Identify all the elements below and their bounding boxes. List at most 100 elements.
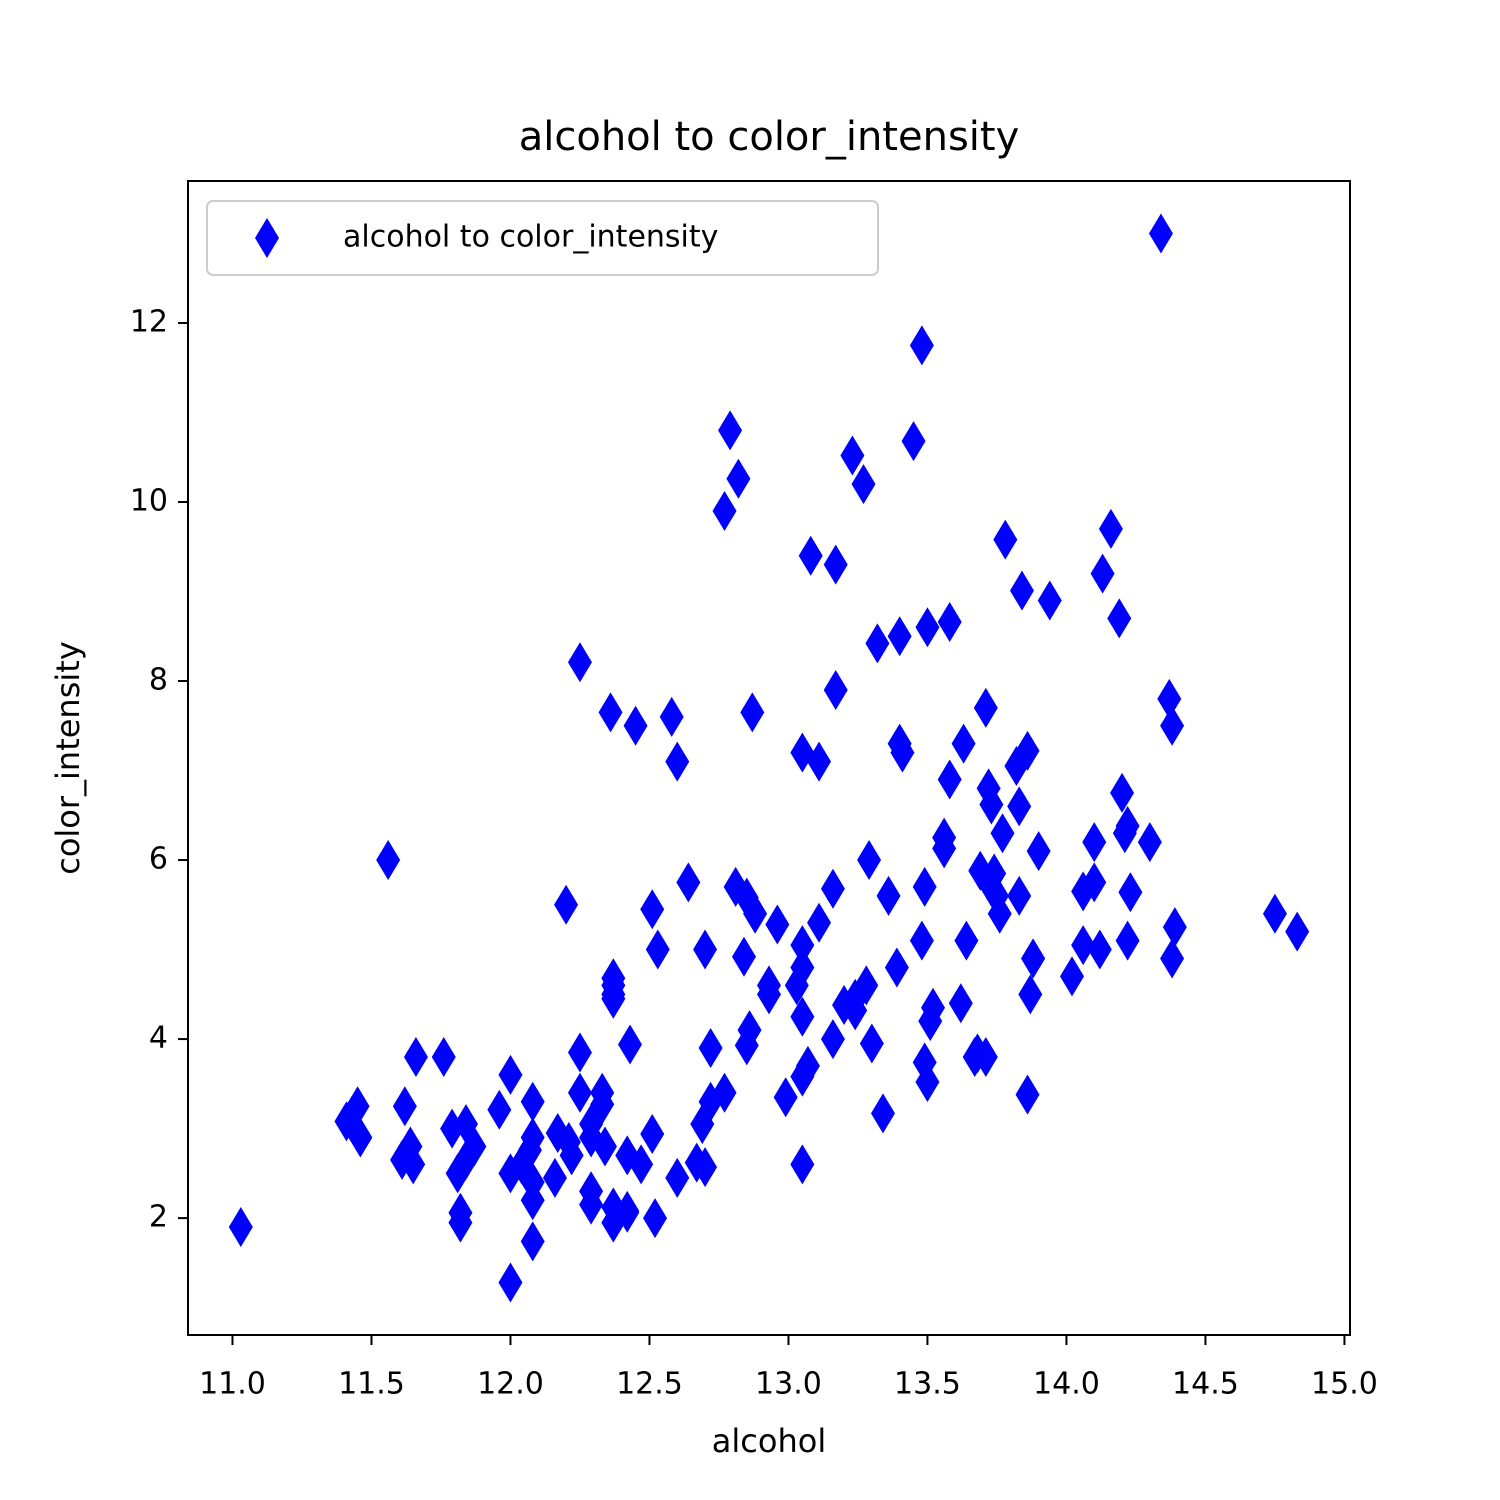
data-point [712,490,737,531]
data-point [1160,938,1185,979]
data-point [887,723,912,764]
data-point [403,1036,428,1077]
data-point [567,642,592,683]
data-point [440,1108,465,1149]
x-axis-label: alcohol [712,1422,826,1460]
data-point [598,692,623,733]
data-point [1037,580,1062,621]
y-tick-label: 12 [130,304,168,339]
data-point [665,1157,690,1198]
data-point [937,759,962,800]
data-point [1021,938,1046,979]
data-point [807,741,832,782]
data-point [1060,956,1085,997]
x-tick-label: 14.5 [1172,1367,1239,1402]
x-tick-label: 12.5 [616,1367,683,1402]
data-point [1110,772,1135,813]
data-point [1137,822,1162,863]
data-point [718,410,743,451]
data-point [1015,1074,1040,1115]
data-point [968,850,993,891]
data-point [1107,598,1132,639]
data-point [431,1036,456,1077]
data-point [1090,553,1115,594]
data-point [790,996,815,1037]
data-point [376,840,401,881]
data-point [790,947,815,988]
plot-frame [187,180,1351,1336]
data-point [843,978,868,1019]
data-point [509,1144,534,1185]
data-point [1285,911,1310,952]
data-point [948,983,973,1024]
data-point [962,1036,987,1077]
x-tick-label: 13.0 [755,1367,822,1402]
data-point [542,1157,567,1198]
x-tick-label: 13.5 [894,1367,961,1402]
data-point [567,1032,592,1073]
data-point [932,817,957,858]
data-point [623,705,648,746]
data-point [731,936,756,977]
data-point [1115,806,1140,847]
data-point [912,866,937,907]
data-point [909,920,934,961]
data-point [823,544,848,585]
data-point [1004,746,1029,787]
data-point [712,1072,737,1113]
data-point [615,1135,640,1176]
data-point [345,1086,370,1127]
data-point [1071,871,1096,912]
data-point [592,1126,617,1167]
data-point [973,687,998,728]
data-point [870,1093,895,1134]
data-point [765,904,790,945]
x-tick-label: 11.0 [199,1367,266,1402]
data-point [979,784,1004,825]
data-point [228,1207,253,1248]
data-point [859,1023,884,1064]
y-tick-label: 2 [149,1200,168,1235]
data-point [498,1054,523,1095]
y-axis-label: color_intensity [49,641,87,875]
data-point [1157,678,1182,719]
x-tick-label: 15.0 [1311,1367,1378,1402]
data-point [790,1144,815,1185]
data-point [487,1089,512,1130]
data-point [567,1072,592,1113]
data-point [676,862,701,903]
data-point [579,1171,604,1212]
data-point [1160,705,1185,746]
x-tick-label: 11.5 [338,1367,405,1402]
data-point [820,1019,845,1060]
data-point [1162,907,1187,948]
data-point [987,893,1012,934]
data-point [807,902,832,943]
data-point [448,1202,473,1243]
data-point [993,519,1018,560]
data-point [1087,929,1112,970]
data-point [645,929,670,970]
data-point [737,1010,762,1051]
data-point [909,325,934,366]
data-point [1115,920,1140,961]
data-point [887,616,912,657]
data-point [951,723,976,764]
data-point [990,813,1015,854]
data-point [618,1024,643,1065]
data-point [865,623,890,664]
data-point [554,884,579,925]
chart-title: alcohol to color_intensity [519,114,1020,160]
x-tick-label: 14.0 [1033,1367,1100,1402]
data-point [1026,831,1051,872]
legend-marker [255,218,279,258]
data-point [445,1153,470,1194]
legend-label: alcohol to color_intensity [343,220,718,255]
data-point [1071,925,1096,966]
data-point [462,1126,487,1167]
data-point [693,929,718,970]
data-point [757,965,781,1006]
data-point [643,1198,668,1239]
data-point [1262,893,1287,934]
